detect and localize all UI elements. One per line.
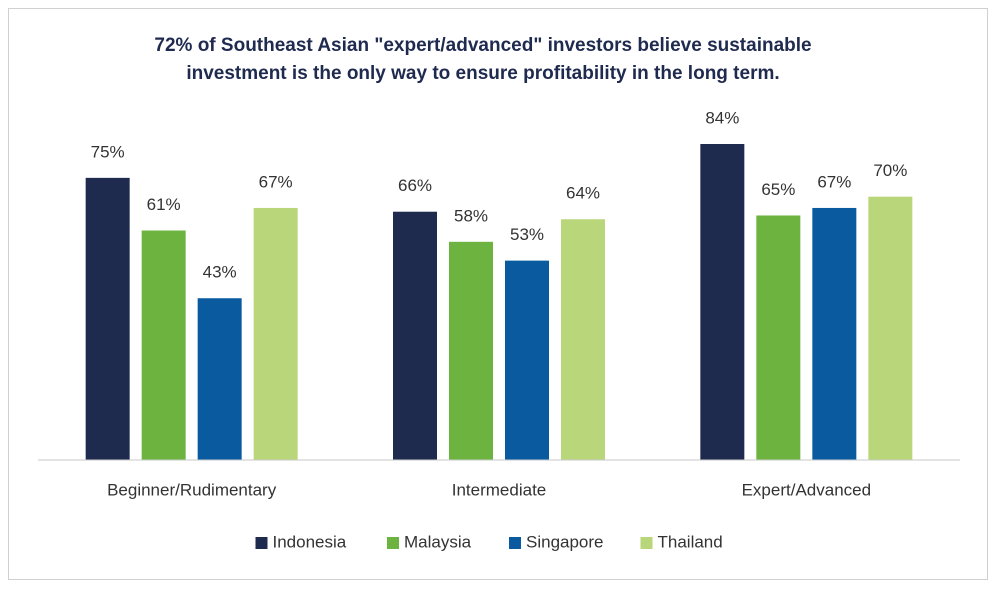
value-label: 67% (259, 172, 293, 191)
x-tick-label: Intermediate (452, 480, 547, 499)
value-label: 66% (398, 176, 432, 195)
legend-swatch (255, 537, 268, 549)
bar (393, 211, 437, 460)
bar (700, 144, 745, 460)
bar (141, 230, 186, 460)
legend-label: Indonesia (273, 532, 347, 551)
legend-swatch (640, 537, 653, 549)
bar (505, 260, 549, 460)
x-tick-label: Expert/Advanced (742, 480, 871, 499)
legend-swatch (387, 537, 399, 549)
value-label: 43% (203, 263, 237, 282)
chart-title: 72% of Southeast Asian "expert/advanced"… (154, 35, 812, 84)
bar (812, 207, 857, 460)
value-label: 53% (510, 225, 544, 244)
value-label: 58% (454, 206, 488, 225)
chart-frame (8, 8, 988, 580)
value-label: 67% (817, 172, 851, 191)
bar (449, 241, 493, 460)
legend-label: Singapore (526, 532, 604, 551)
value-label: 70% (873, 161, 907, 180)
value-label: 75% (91, 142, 125, 161)
legend-label: Malaysia (404, 532, 472, 551)
bar (756, 215, 801, 460)
value-label: 64% (566, 184, 600, 203)
value-label: 65% (761, 180, 795, 199)
bar (868, 196, 913, 460)
bar (253, 207, 298, 460)
bar (85, 177, 130, 460)
bar (197, 298, 242, 460)
legend-label: Thailand (658, 532, 723, 551)
x-tick-label: Beginner/Rudimentary (107, 480, 277, 499)
value-label: 61% (147, 195, 181, 214)
bar (561, 219, 605, 460)
value-label: 84% (705, 108, 739, 127)
legend-swatch (509, 537, 521, 549)
